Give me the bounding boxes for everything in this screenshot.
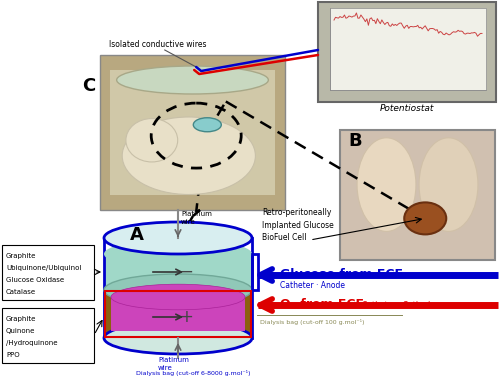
Text: Graphite: Graphite [6, 253, 36, 259]
Text: A: A [130, 226, 144, 244]
Text: Ubiquinone/Ubiquinol: Ubiquinone/Ubiquinol [6, 265, 82, 271]
Ellipse shape [104, 239, 252, 269]
Ellipse shape [116, 66, 268, 94]
Ellipse shape [126, 119, 178, 162]
Text: Graphite: Graphite [6, 316, 36, 322]
Bar [2, 245, 94, 300]
Ellipse shape [194, 118, 222, 132]
Bar [111, 297, 245, 331]
Text: C: C [82, 77, 95, 95]
Text: /Hydroquinone: /Hydroquinone [6, 340, 58, 346]
Text: Quinone: Quinone [6, 328, 36, 334]
Text: Isolated conductive wires: Isolated conductive wires [109, 40, 207, 49]
Bar [100, 55, 285, 210]
Text: Platinum
wire: Platinum wire [181, 211, 212, 224]
Ellipse shape [357, 138, 416, 232]
Ellipse shape [104, 222, 252, 254]
Ellipse shape [404, 202, 446, 234]
Bar [340, 130, 495, 260]
Bar [105, 291, 251, 337]
Bar [110, 70, 275, 195]
Bar [2, 308, 94, 363]
Text: Catheter · Cathode: Catheter · Cathode [362, 302, 435, 310]
Text: Catalase: Catalase [6, 289, 36, 295]
Bar [105, 291, 251, 337]
Bar [104, 252, 252, 290]
Text: Platinum
wire: Platinum wire [158, 357, 189, 371]
Bar [252, 254, 258, 290]
Ellipse shape [122, 117, 256, 194]
Text: PPO: PPO [6, 352, 20, 358]
Text: Retro-peritoneally
Implanted Glucose
BioFuel Cell: Retro-peritoneally Implanted Glucose Bio… [262, 208, 334, 242]
Text: −: − [179, 263, 193, 281]
Ellipse shape [111, 284, 245, 310]
Text: Dialysis bag (cut-off 6-8000 g.mol⁻¹): Dialysis bag (cut-off 6-8000 g.mol⁻¹) [136, 370, 250, 376]
Text: Glucose from ECF: Glucose from ECF [280, 268, 403, 280]
Text: Potentiostat: Potentiostat [380, 104, 434, 113]
Bar [318, 2, 496, 102]
Text: Catheter · Anode: Catheter · Anode [280, 282, 345, 290]
Bar [330, 8, 486, 90]
Text: Glucose Oxidase: Glucose Oxidase [6, 277, 64, 283]
Text: +: + [179, 308, 193, 326]
Text: Dialysis bag (cut-off 100 g.mol⁻¹): Dialysis bag (cut-off 100 g.mol⁻¹) [260, 319, 364, 325]
Text: O₂ from ECF: O₂ from ECF [280, 298, 364, 310]
Text: B: B [348, 132, 362, 150]
Ellipse shape [104, 274, 252, 306]
Ellipse shape [419, 138, 478, 232]
Ellipse shape [104, 322, 252, 354]
